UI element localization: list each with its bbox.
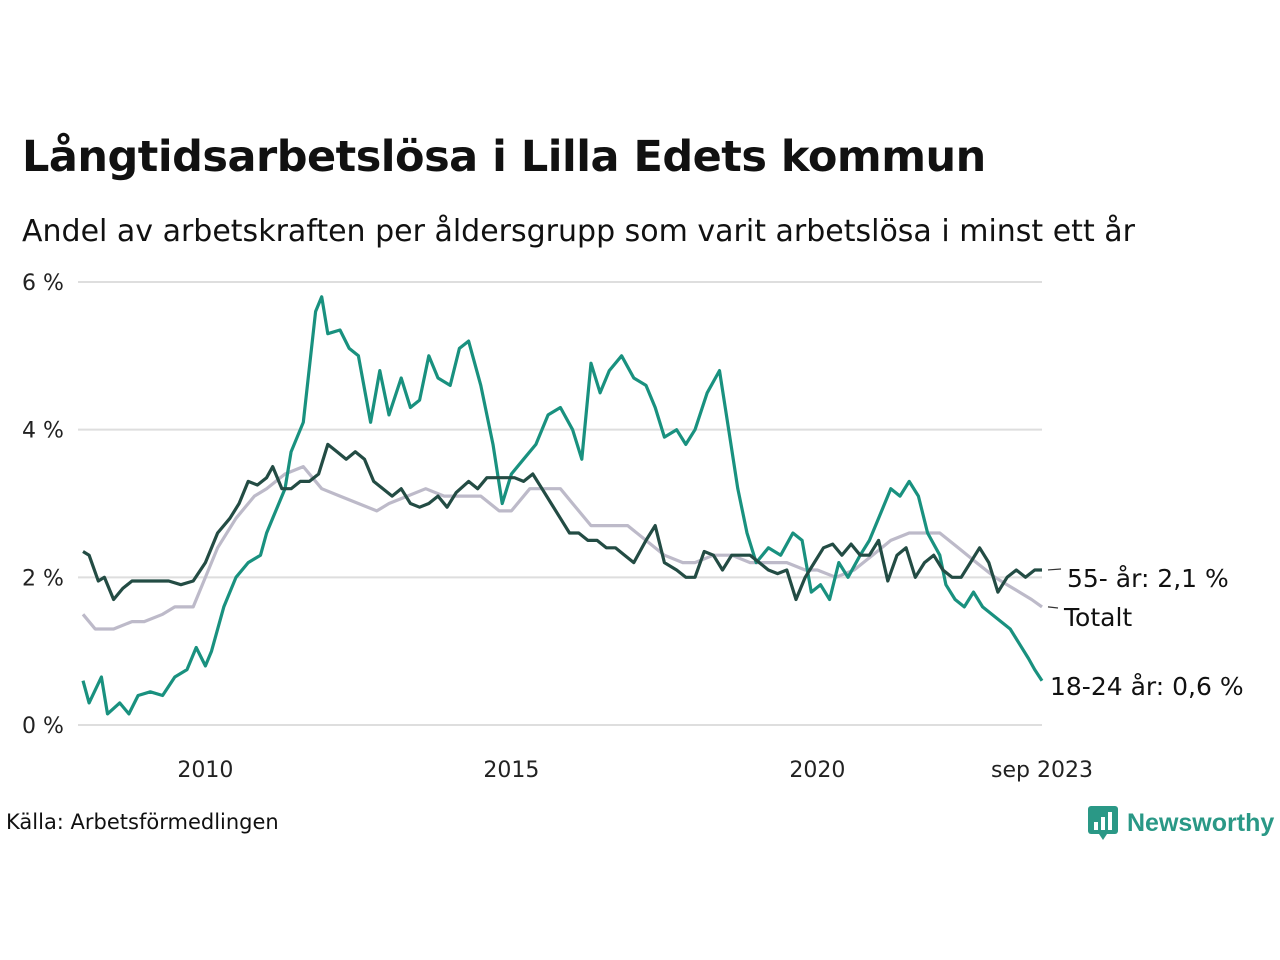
source-note: Källa: Arbetsförmedlingen: [6, 810, 279, 834]
newsworthy-logo: Newsworthy: [1087, 805, 1274, 841]
series-labels: Totalt 18-24 år: 0,6 % 55- år: 2,1 %: [1047, 564, 1244, 701]
gridlines: [78, 281, 1042, 726]
series-lines: [81, 295, 1044, 716]
y-tick-label: 2 %: [22, 566, 64, 591]
newsworthy-logo-text: Newsworthy: [1127, 808, 1275, 837]
label-connector: [1047, 606, 1059, 609]
series-end-label: 55- år: 2,1 %: [1067, 564, 1229, 593]
x-tick-label: 2020: [789, 758, 845, 783]
series-line-55-r: [82, 442, 1042, 602]
series-line-totalt: [81, 465, 1043, 631]
y-tick-label: 0 %: [22, 714, 64, 739]
y-axis-ticks: 0 % 2 % 4 % 6 %: [22, 271, 64, 739]
x-tick-label: sep 2023: [991, 758, 1093, 783]
x-tick-label: 2015: [483, 758, 539, 783]
series-end-label: Totalt: [1063, 603, 1132, 632]
series-end-label: 18-24 år: 0,6 %: [1050, 672, 1244, 701]
chart-subtitle: Andel av arbetskraften per åldersgrupp s…: [22, 214, 1135, 249]
series-line-18-24-r: [81, 295, 1044, 716]
newsworthy-logo-icon: [1088, 806, 1118, 840]
chart-title: Långtidsarbetslösa i Lilla Edets kommun: [22, 132, 986, 182]
y-tick-label: 6 %: [22, 271, 64, 296]
x-tick-label: 2010: [177, 758, 233, 783]
y-tick-label: 4 %: [22, 419, 64, 444]
label-connector: [1047, 568, 1062, 571]
x-axis-ticks: 2010 2015 2020 sep 2023: [177, 758, 1093, 783]
